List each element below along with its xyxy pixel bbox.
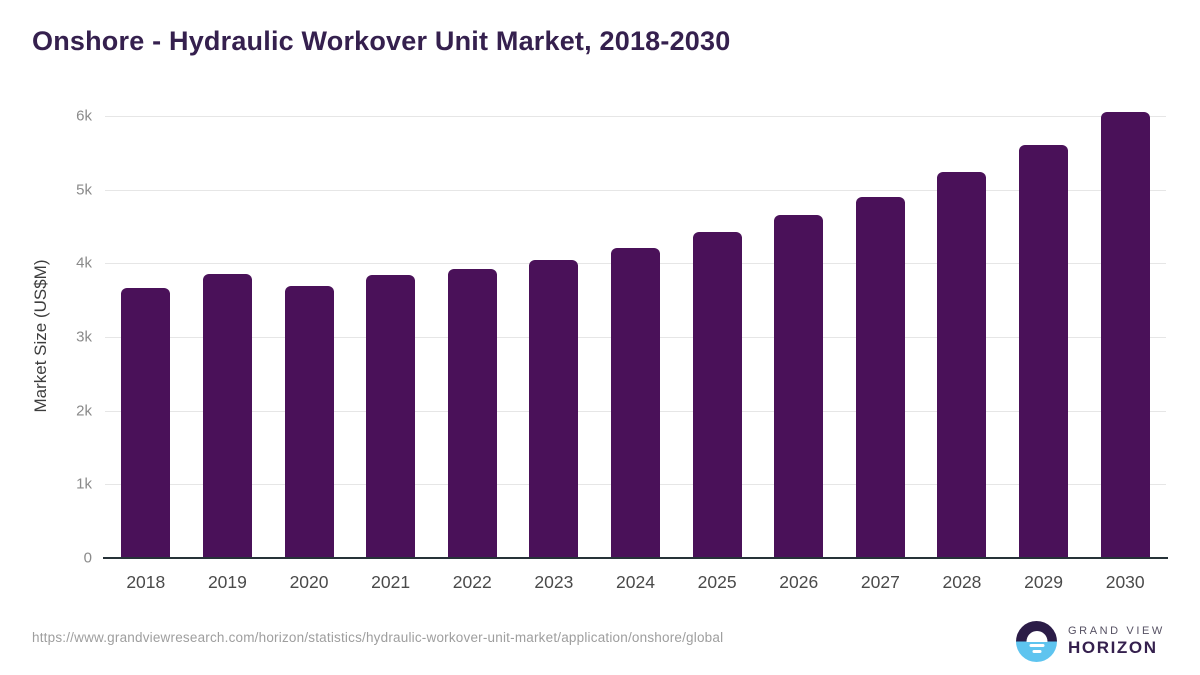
y-tick-label-2k: 2k [76, 402, 92, 420]
logo-text-grand-view: GRAND VIEW [1068, 625, 1165, 638]
x-tick-label-2024: 2024 [616, 572, 655, 592]
bar-2020[interactable] [284, 286, 334, 558]
bar-2018[interactable] [121, 288, 171, 558]
bar-2021[interactable] [366, 275, 416, 558]
bar-2030[interactable] [1100, 111, 1150, 558]
y-tick-label-1k: 1k [76, 475, 92, 493]
y-tick-label-4k: 4k [76, 254, 92, 272]
logo-text: GRAND VIEW HORIZON [1068, 625, 1165, 657]
bar-2027[interactable] [855, 197, 905, 558]
bar-2022[interactable] [447, 269, 497, 558]
x-tick-label-2021: 2021 [371, 572, 411, 592]
bar-2028[interactable] [937, 171, 987, 558]
y-tick-label-5k: 5k [76, 181, 92, 199]
y-tick-label-6k: 6k [76, 107, 92, 125]
x-tick-label-2027: 2027 [860, 572, 900, 592]
bar-2019[interactable] [202, 274, 252, 558]
bar-2029[interactable] [1019, 144, 1069, 558]
x-axis-line [103, 557, 1168, 559]
sun-reflection-bar [1032, 649, 1041, 653]
logo-text-horizon: HORIZON [1068, 638, 1158, 658]
x-tick-label-2022: 2022 [452, 572, 492, 592]
bar-2023[interactable] [529, 259, 579, 558]
bar-2024[interactable] [611, 247, 660, 558]
x-tick-label-2019: 2019 [207, 572, 247, 592]
x-tick-label-2020: 2020 [289, 572, 329, 592]
x-tick-label-2030: 2030 [1105, 572, 1145, 592]
x-tick-label-2029: 2029 [1024, 572, 1064, 592]
sun-reflection-bar [1029, 643, 1044, 647]
y-tick-label-3k: 3k [76, 328, 92, 346]
sun-over-horizon-icon [1016, 621, 1057, 662]
bar-2025[interactable] [692, 232, 742, 558]
chart-title: Onshore - Hydraulic Workover Unit Market… [32, 26, 731, 56]
source-url: https://www.grandviewresearch.com/horizo… [32, 630, 724, 645]
gridline-5k [105, 189, 1166, 191]
x-tick-label-2025: 2025 [697, 572, 737, 592]
grand-view-horizon-logo: GRAND VIEW HORIZON [1016, 621, 1165, 662]
x-tick-label-2026: 2026 [779, 572, 819, 592]
gridline-6k [105, 116, 1166, 117]
x-tick-label-2023: 2023 [534, 572, 574, 592]
y-tick-label-0: 0 [83, 549, 92, 567]
x-tick-label-2028: 2028 [942, 572, 982, 592]
sun-dome-shape [1026, 630, 1047, 642]
bar-2026[interactable] [774, 215, 824, 558]
x-tick-label-2018: 2018 [126, 572, 166, 592]
